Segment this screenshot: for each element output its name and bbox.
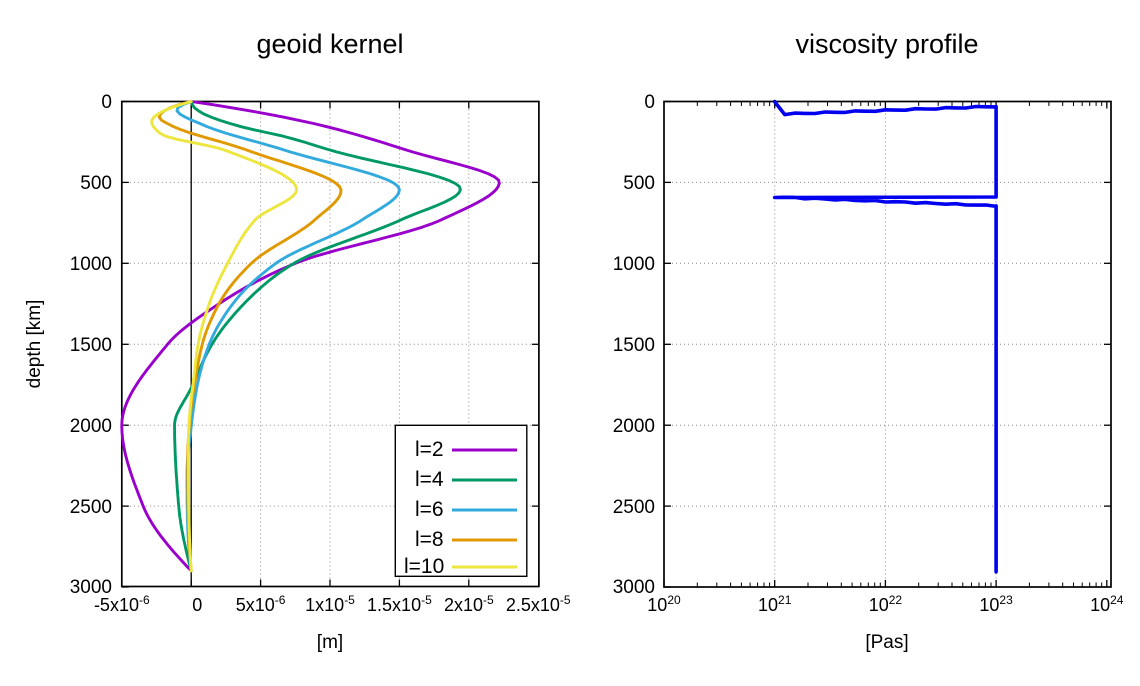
svg-text:[m]: [m]	[317, 632, 343, 653]
svg-text:viscosity profile: viscosity profile	[795, 29, 978, 59]
svg-text:l=4: l=4	[415, 468, 444, 491]
svg-text:0: 0	[192, 595, 202, 615]
svg-text:depth [km]: depth [km]	[24, 300, 45, 389]
svg-text:l=8: l=8	[415, 528, 444, 551]
svg-text:2000: 2000	[70, 416, 112, 437]
svg-text:1500: 1500	[70, 335, 112, 356]
svg-text:2500: 2500	[70, 497, 112, 518]
svg-text:0: 0	[101, 92, 112, 113]
svg-text:l=2: l=2	[415, 438, 444, 461]
svg-text:geoid kernel: geoid kernel	[256, 29, 403, 59]
svg-text:500: 500	[623, 173, 655, 194]
svg-text:l=10: l=10	[404, 555, 444, 578]
svg-text:0: 0	[644, 92, 655, 113]
svg-text:l=6: l=6	[415, 498, 444, 521]
svg-text:1500: 1500	[613, 335, 655, 356]
svg-text:[Pas]: [Pas]	[865, 632, 908, 653]
svg-text:3000: 3000	[70, 577, 112, 598]
svg-text:500: 500	[80, 173, 112, 194]
svg-text:1000: 1000	[613, 254, 655, 275]
svg-text:2000: 2000	[613, 416, 655, 437]
svg-text:2500: 2500	[613, 497, 655, 518]
svg-text:3000: 3000	[613, 577, 655, 598]
svg-text:1000: 1000	[70, 254, 112, 275]
